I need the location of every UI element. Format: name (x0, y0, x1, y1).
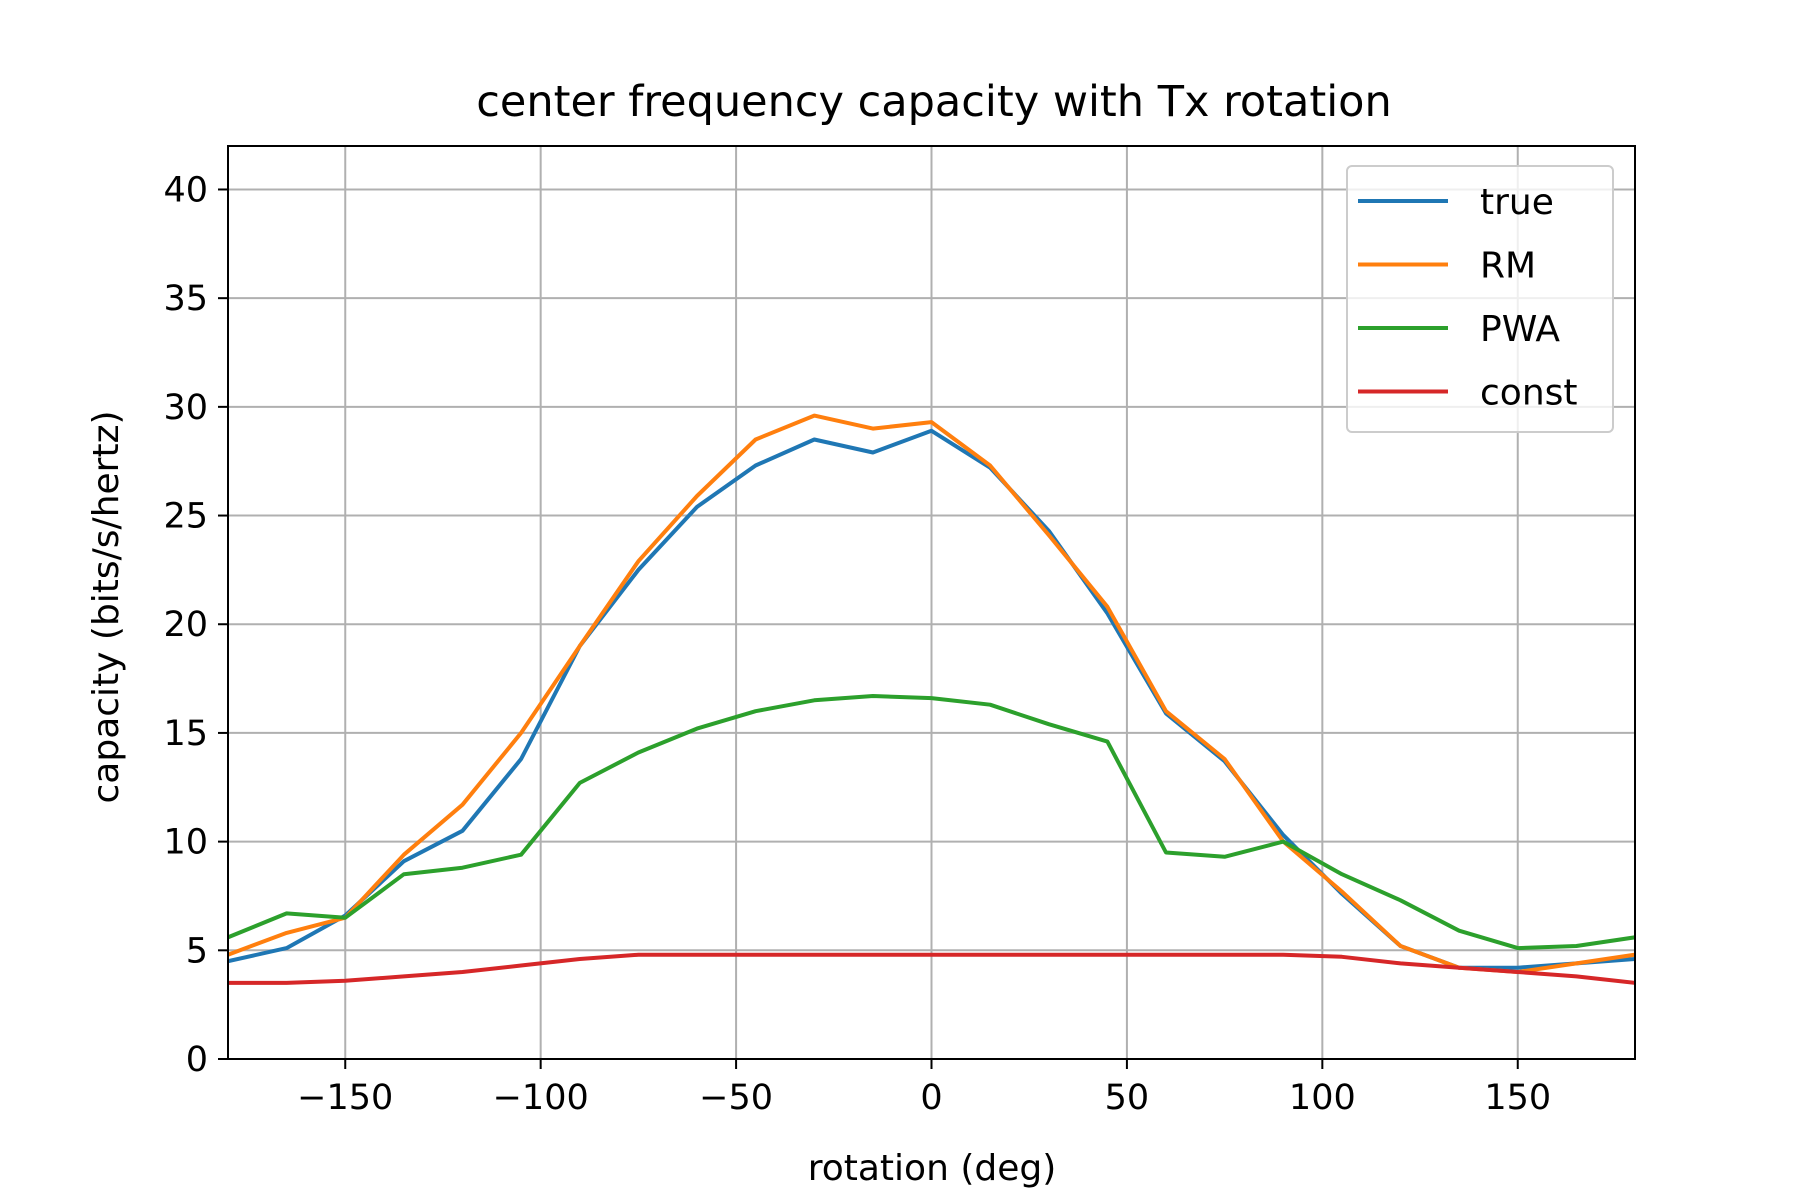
legend-label: const (1480, 373, 1578, 414)
series-line-const (228, 952, 1635, 985)
x-tick-label: −150 (297, 1078, 393, 1118)
y-axis-label: capacity (bits/s/hertz) (86, 410, 127, 803)
y-tick-label: 40 (163, 170, 208, 210)
chart-title: center frequency capacity with Tx rotati… (476, 77, 1391, 127)
series-line-pwa (228, 694, 1635, 951)
x-axis-label: rotation (deg) (808, 1148, 1057, 1189)
y-tick-label: 35 (163, 279, 208, 319)
x-tick-label: 50 (1105, 1078, 1150, 1118)
legend-label: PWA (1480, 309, 1560, 350)
x-tick-label: −100 (493, 1078, 589, 1118)
x-tick-label: 150 (1484, 1078, 1551, 1118)
y-tick-label: 15 (163, 714, 208, 754)
y-tick-label: 25 (163, 497, 208, 537)
y-tick-label: 30 (163, 388, 208, 428)
axis-ticks: −150 −100 −50 0 50 100 150 0 5 10 15 20 25 30 35 40 (163, 170, 1551, 1118)
y-tick-label: 20 (163, 605, 208, 645)
legend-label: true (1480, 182, 1554, 223)
legend-box (1346, 165, 1614, 433)
series-line-rm (228, 413, 1635, 974)
y-tick-label: 0 (186, 1040, 208, 1080)
y-tick-label: 10 (163, 823, 208, 863)
y-tick-label: 5 (186, 931, 208, 971)
x-tick-label: 0 (920, 1078, 942, 1118)
legend: true RM PWA const (1346, 165, 1614, 433)
x-tick-label: −50 (699, 1078, 773, 1118)
x-tick-label: 100 (1289, 1078, 1356, 1118)
legend-label: RM (1480, 246, 1536, 287)
series-lines (228, 413, 1635, 985)
